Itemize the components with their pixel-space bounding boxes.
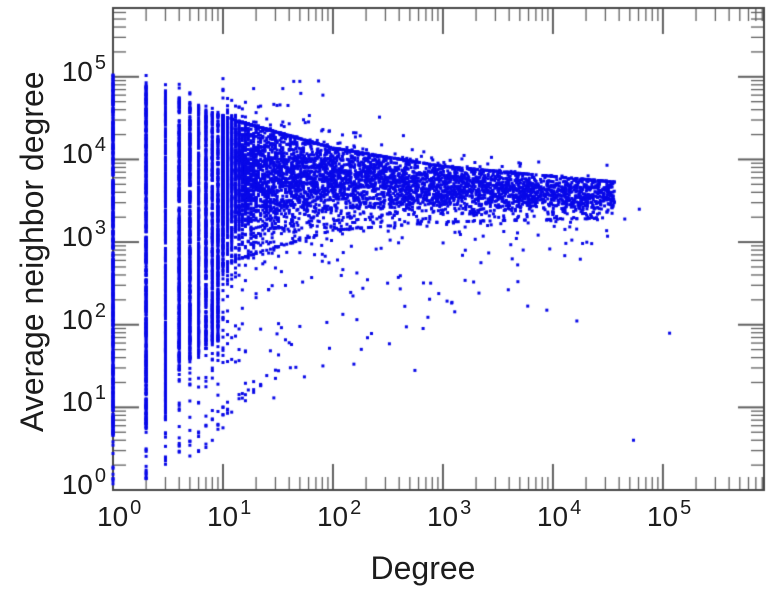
x-tick-label: 10 3 bbox=[426, 497, 472, 532]
x-tick-label: 10 4 bbox=[536, 497, 582, 532]
x-tick-label: 10 0 bbox=[97, 497, 142, 532]
x-tick-label: 10 1 bbox=[206, 497, 252, 532]
y-tick-label: 10 5 bbox=[61, 51, 106, 87]
x-tick-label: 10 5 bbox=[646, 497, 692, 532]
y-tick-label: 10 2 bbox=[61, 299, 106, 335]
y-tick-label: 10 3 bbox=[61, 217, 106, 253]
y-tick-label: 10 0 bbox=[61, 465, 106, 500]
x-axis-title: Degree bbox=[370, 550, 476, 586]
y-tick-label: 10 4 bbox=[61, 134, 106, 170]
y-axis-title: Average neighbor degree bbox=[14, 71, 50, 432]
y-tick-label: 10 1 bbox=[61, 382, 106, 418]
x-tick-label: 10 2 bbox=[316, 497, 362, 532]
